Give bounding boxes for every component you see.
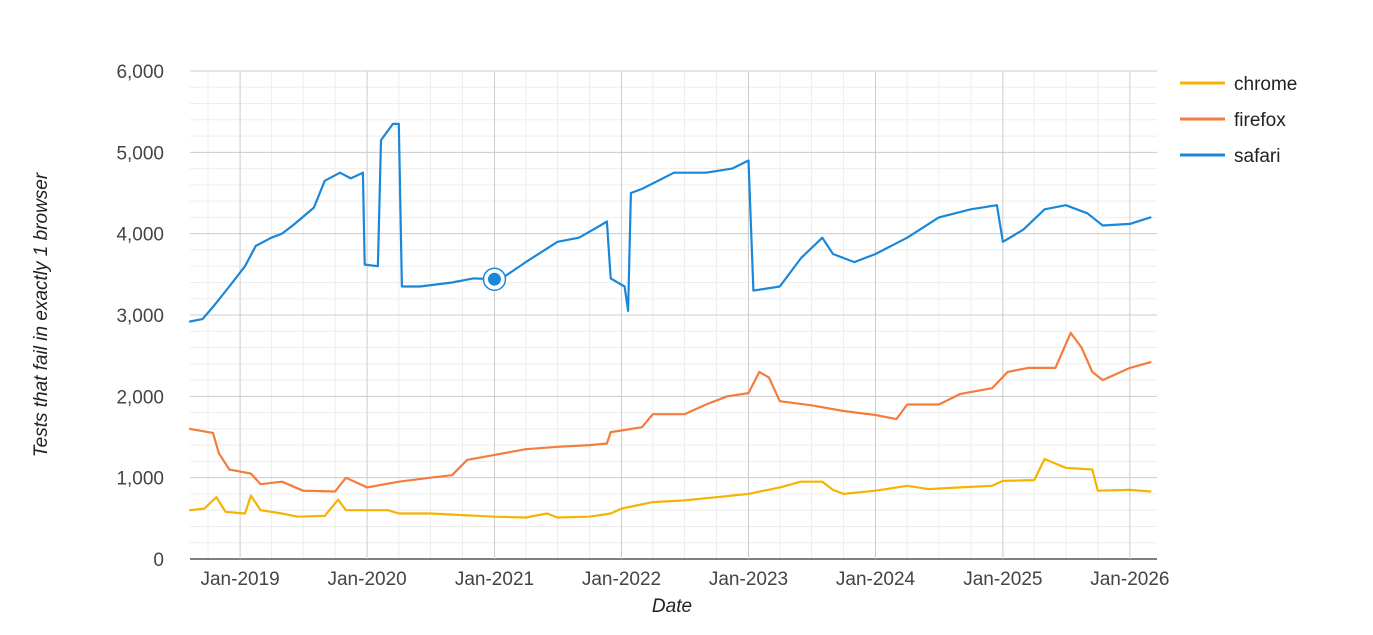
y-tick-label: 3,000	[116, 306, 164, 327]
y-tick-label: 0	[153, 550, 164, 571]
y-tick-label: 5,000	[116, 143, 164, 164]
x-tick-label: Jan-2019	[200, 569, 279, 590]
major-gridlines	[190, 70, 1157, 560]
series-line-chrome[interactable]	[188, 457, 1152, 519]
highlighted-point-layer	[482, 267, 507, 291]
y-tick-label: 1,000	[116, 469, 164, 490]
series-lines	[188, 122, 1152, 519]
y-axis-title: Tests that fail in exactly 1 browser	[31, 172, 52, 457]
legend: chrome firefox safari	[1180, 74, 1297, 167]
x-tick-label: Jan-2020	[327, 569, 406, 590]
legend-label-chrome[interactable]: chrome	[1234, 74, 1297, 95]
highlighted-point[interactable]	[487, 272, 501, 286]
y-tick-label: 6,000	[116, 62, 164, 83]
x-tick-label: Jan-2022	[582, 569, 661, 590]
series-line-firefox[interactable]	[188, 331, 1152, 493]
x-axis-tick-labels: Jan-2019 Jan-2020 Jan-2021 Jan-2022 Jan-2023…	[200, 569, 1169, 590]
x-tick-label: Jan-2025	[963, 569, 1042, 590]
y-axis-tick-labels: 0 1,000 2,000 3,000 4,000 5,000 6,000	[116, 62, 164, 571]
series-line-safari[interactable]	[188, 122, 1152, 323]
legend-label-firefox[interactable]: firefox	[1234, 110, 1286, 131]
y-tick-label: 4,000	[116, 225, 164, 246]
x-axis-title: Date	[652, 596, 692, 617]
y-tick-label: 2,000	[116, 387, 164, 408]
x-tick-label: Jan-2026	[1090, 569, 1169, 590]
x-tick-label: Jan-2023	[709, 569, 788, 590]
legend-label-safari[interactable]: safari	[1234, 146, 1280, 167]
x-tick-label: Jan-2024	[836, 569, 916, 590]
x-tick-label: Jan-2021	[455, 569, 534, 590]
